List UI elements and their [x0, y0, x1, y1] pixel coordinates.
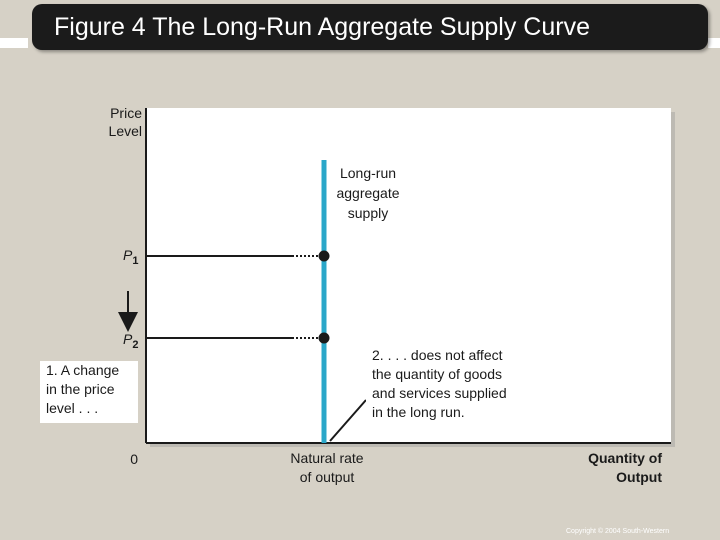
annotation-pointer	[329, 399, 367, 442]
lras-label-line-3: supply	[347, 205, 389, 221]
point-p2	[318, 332, 330, 344]
p2-label: P2	[123, 331, 138, 351]
p1-subscript: 1	[132, 254, 139, 267]
y-axis-label-line-1: Price	[110, 105, 142, 121]
natural-rate-line-2: of output	[299, 469, 355, 485]
header-stripe-left	[0, 38, 28, 48]
annotation-2-line-2: the quantity of goods	[372, 366, 502, 382]
lras-label-line-2: aggregate	[336, 185, 400, 201]
annotation-2-line-1: 2. . . . does not affect	[372, 347, 503, 363]
y-axis-label-line-2: Level	[108, 123, 142, 139]
annotation-1-line-1: 1. A change	[46, 362, 120, 378]
lras-label: Long-run aggregate supply	[313, 163, 423, 223]
title-box	[32, 4, 708, 50]
annotation-quantity-unaffected: 2. . . . does not affect the quantity of…	[366, 345, 540, 430]
header-stripe-right	[708, 38, 720, 48]
y-axis-label: Price Level	[80, 104, 142, 140]
point-p1	[318, 250, 330, 262]
annotation-1-line-3: level . . .	[46, 400, 99, 416]
copyright: Copyright © 2004 South-Western	[566, 528, 670, 535]
origin-label: 0	[130, 451, 138, 467]
x-axis-label-line-1: Quantity of	[588, 450, 662, 466]
p2-subscript: 2	[132, 338, 139, 351]
p1-label: P1	[123, 247, 138, 267]
figure-title: Figure 4 The Long-Run Aggregate Supply C…	[54, 13, 590, 41]
natural-rate-line-1: Natural rate	[290, 450, 364, 466]
annotation-1-line-2: in the price	[46, 381, 115, 397]
annotation-price-change: 1. A change in the price level . . .	[40, 361, 138, 423]
annotation-2-line-4: in the long run.	[372, 404, 465, 420]
lras-label-line-1: Long-run	[339, 165, 397, 181]
natural-rate-label: Natural rate of output	[272, 449, 382, 487]
annotation-2-line-3: and services supplied	[372, 385, 507, 401]
x-axis-label: Quantity of Output	[560, 449, 662, 487]
p1-symbol: P	[123, 247, 133, 263]
x-axis-label-line-2: Output	[616, 469, 662, 485]
p2-symbol: P	[123, 331, 133, 347]
